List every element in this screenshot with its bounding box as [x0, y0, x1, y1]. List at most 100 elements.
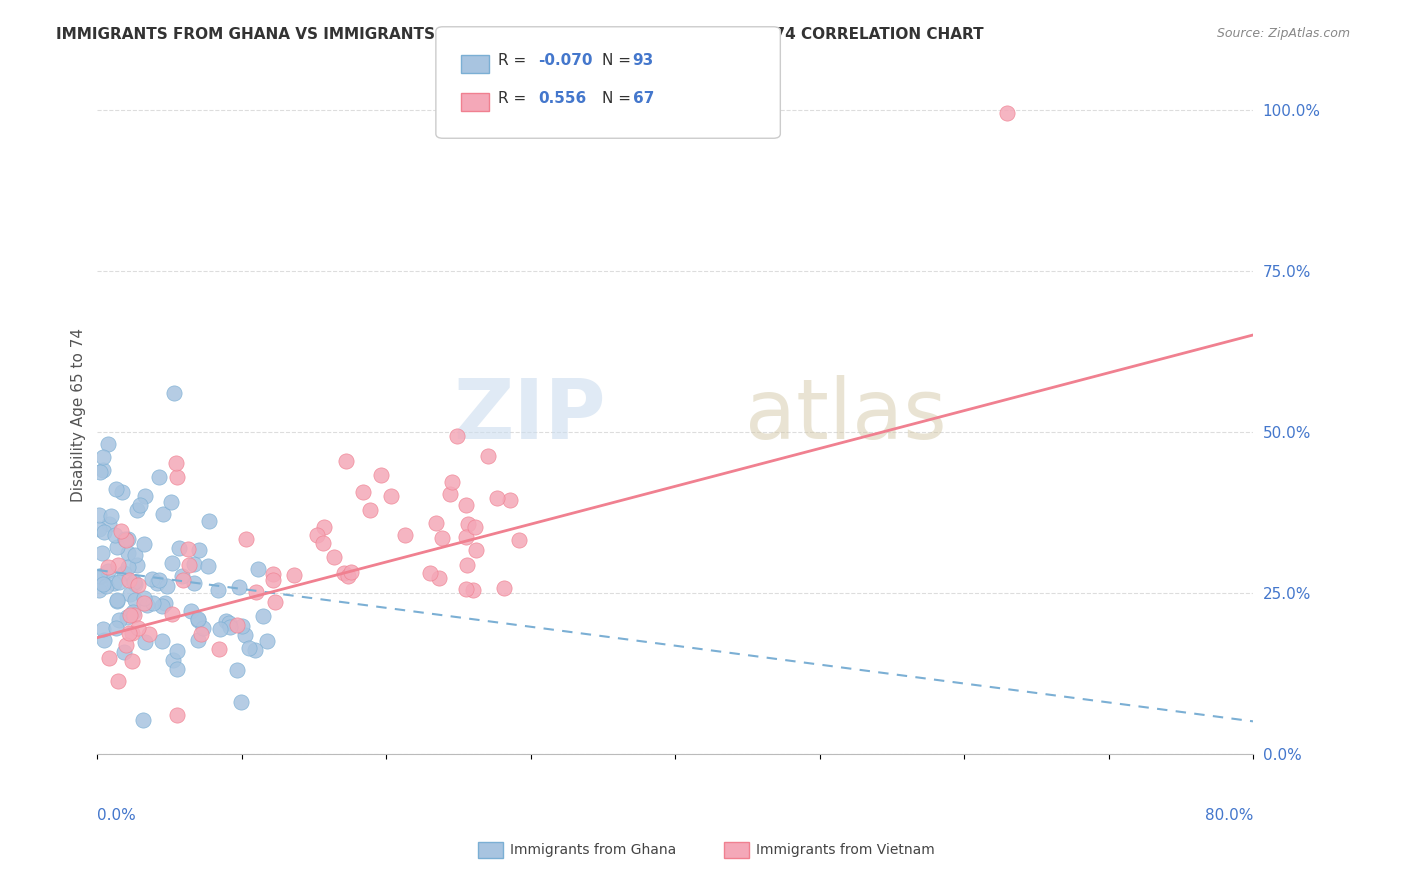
- Point: [180, 604, 202, 618]
- Point: [997, 106, 1019, 120]
- Text: Immigrants from Vietnam: Immigrants from Vietnam: [756, 843, 935, 857]
- Point: [93, 633, 115, 648]
- Point: [243, 643, 266, 657]
- Point: [160, 494, 183, 508]
- Point: [100, 508, 122, 523]
- Point: [134, 634, 156, 648]
- Point: [127, 558, 149, 573]
- Point: [108, 613, 131, 627]
- Point: [170, 569, 193, 583]
- Point: [115, 610, 138, 624]
- Point: [219, 620, 242, 634]
- Point: [122, 575, 145, 590]
- Point: [121, 654, 143, 668]
- Point: [162, 653, 184, 667]
- Point: [457, 517, 479, 532]
- Point: [163, 386, 186, 401]
- Point: [464, 542, 486, 557]
- Point: [91, 622, 114, 636]
- Point: [118, 574, 141, 588]
- Point: [456, 558, 478, 572]
- Point: [153, 596, 176, 610]
- Point: [152, 599, 174, 614]
- Point: [262, 567, 284, 582]
- Point: [183, 558, 205, 572]
- Point: [105, 594, 128, 608]
- Text: R =: R =: [498, 54, 531, 68]
- Point: [209, 622, 232, 636]
- Point: [118, 587, 141, 601]
- Text: Immigrants from Ghana: Immigrants from Ghana: [510, 843, 676, 857]
- Point: [226, 663, 249, 677]
- Point: [134, 591, 156, 605]
- Point: [172, 574, 194, 588]
- Point: [359, 503, 381, 517]
- Point: [187, 632, 209, 647]
- Point: [264, 595, 287, 609]
- Point: [112, 566, 135, 581]
- Point: [97, 650, 120, 665]
- Point: [193, 621, 215, 635]
- Point: [340, 566, 363, 580]
- Point: [430, 531, 453, 545]
- Point: [425, 516, 447, 530]
- Point: [122, 605, 145, 619]
- Point: [93, 525, 115, 540]
- Point: [494, 581, 516, 595]
- Point: [323, 549, 346, 564]
- Point: [107, 558, 129, 572]
- Point: [150, 633, 173, 648]
- Point: [148, 573, 170, 587]
- Point: [380, 489, 402, 503]
- Point: [135, 598, 157, 612]
- Point: [91, 450, 114, 464]
- Point: [208, 642, 231, 657]
- Point: [127, 578, 149, 592]
- Point: [197, 559, 219, 574]
- Point: [107, 673, 129, 688]
- Point: [156, 578, 179, 592]
- Point: [114, 532, 136, 546]
- Point: [165, 456, 187, 470]
- Point: [87, 522, 110, 536]
- Point: [131, 713, 153, 727]
- Point: [228, 580, 250, 594]
- Point: [124, 577, 146, 591]
- Point: [91, 463, 114, 477]
- Point: [166, 470, 188, 484]
- Point: [97, 560, 120, 574]
- Point: [127, 502, 149, 516]
- Point: [456, 530, 478, 544]
- Point: [114, 533, 136, 547]
- Text: 67: 67: [633, 91, 654, 105]
- Point: [247, 562, 270, 576]
- Point: [252, 609, 274, 624]
- Point: [97, 564, 120, 578]
- Point: [499, 493, 522, 508]
- Point: [169, 541, 191, 555]
- Point: [238, 641, 260, 656]
- Point: [87, 583, 110, 598]
- Point: [141, 572, 163, 586]
- Point: [508, 533, 530, 547]
- Point: [117, 533, 139, 547]
- Point: [134, 490, 156, 504]
- Text: 80.0%: 80.0%: [1205, 807, 1253, 822]
- Point: [461, 582, 484, 597]
- Point: [333, 566, 356, 580]
- Point: [336, 569, 359, 583]
- Point: [419, 566, 441, 580]
- Text: 93: 93: [633, 54, 654, 68]
- Point: [108, 574, 131, 589]
- Point: [94, 579, 117, 593]
- Point: [235, 533, 257, 547]
- Text: IMMIGRANTS FROM GHANA VS IMMIGRANTS FROM VIETNAM DISABILITY AGE 65 TO 74 CORRELA: IMMIGRANTS FROM GHANA VS IMMIGRANTS FROM…: [56, 27, 984, 42]
- Point: [187, 611, 209, 625]
- Point: [132, 537, 155, 551]
- Text: ZIP: ZIP: [453, 375, 606, 456]
- Point: [427, 571, 450, 585]
- Point: [439, 487, 461, 501]
- Point: [132, 596, 155, 610]
- Point: [122, 608, 145, 623]
- Text: Source: ZipAtlas.com: Source: ZipAtlas.com: [1216, 27, 1350, 40]
